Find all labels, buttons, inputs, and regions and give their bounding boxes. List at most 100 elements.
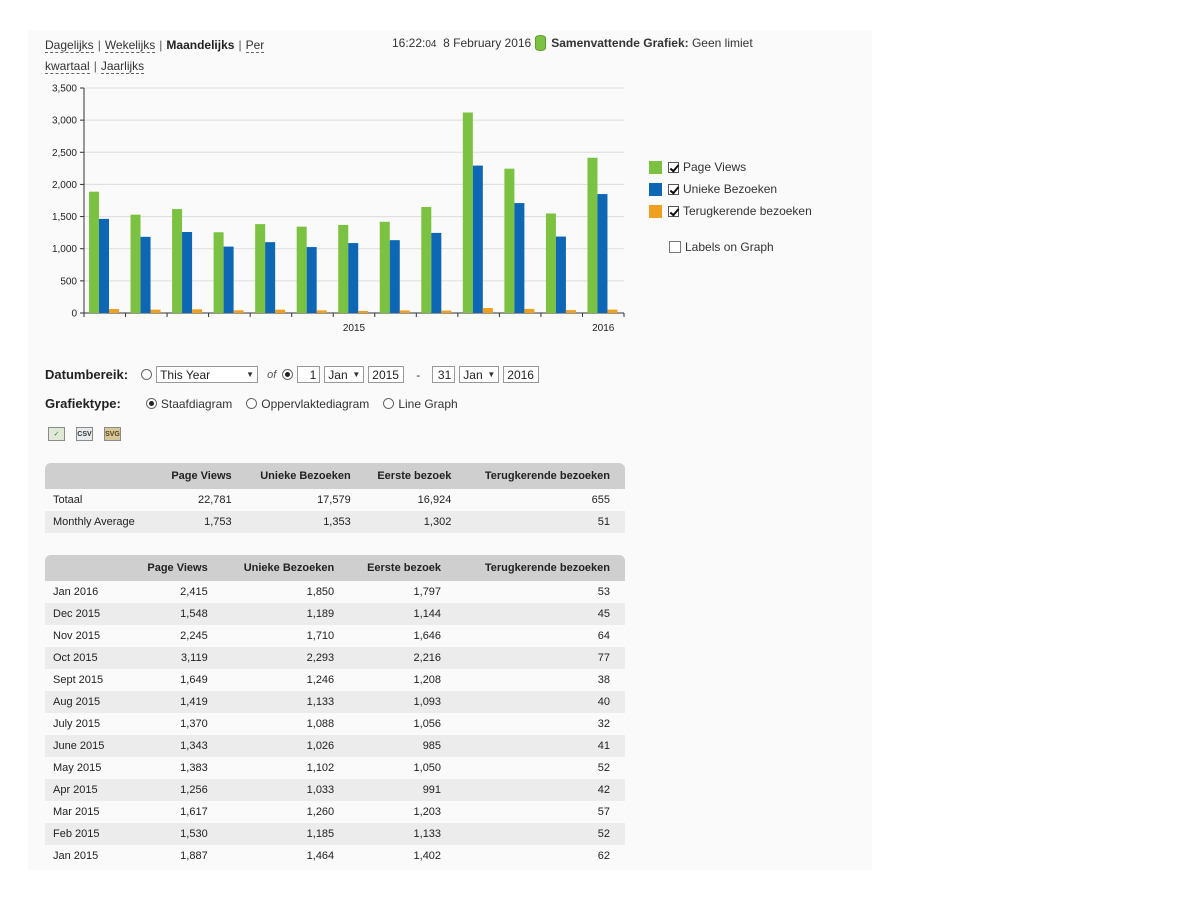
legend-item-unique-visits[interactable]: Unieke Bezoeken [649, 178, 812, 200]
preset-range-select[interactable]: This Year ▼ [156, 366, 259, 383]
table-cell: 57 [449, 801, 625, 823]
bar-unique-visits [140, 236, 151, 313]
column-header: Eerste bezoek [342, 555, 450, 581]
y-tick-label: 0 [71, 309, 77, 320]
graph-type-area-option[interactable]: Oppervlaktediagram [246, 397, 369, 411]
bar-page-views [504, 168, 515, 313]
table-cell: 38 [449, 669, 625, 691]
bar-page-views [379, 221, 390, 313]
bar-returning-visits [524, 308, 535, 313]
table-cell: 1,133 [215, 691, 343, 713]
y-tick-label: 500 [60, 276, 77, 287]
csv-export-icon[interactable]: CSV [76, 427, 93, 441]
table-cell: Totaal [45, 489, 155, 511]
table-cell: 45 [449, 603, 625, 625]
column-header: Eerste bezoek [358, 463, 460, 489]
table-cell: 1,203 [342, 801, 450, 823]
summary-table: Page Views Unieke Bezoeken Eerste bezoek Te… [45, 463, 625, 533]
legend-checkbox-unique-visits[interactable] [668, 183, 679, 195]
graph-type-label: Grafiektype: [45, 396, 121, 411]
labels-on-graph-toggle[interactable]: Labels on Graph [669, 240, 774, 254]
table-cell: 40 [449, 691, 625, 713]
legend-item-page-views[interactable]: Page Views [649, 156, 812, 178]
preset-range-radio[interactable] [141, 369, 153, 380]
chart-legend: Page Views Unieke Bezoeken Terugkerende … [649, 156, 812, 222]
table-cell: 1,088 [215, 713, 343, 735]
period-quarterly-link[interactable]: Per kwartaal [45, 38, 265, 74]
table-cell: 2,415 [125, 581, 216, 603]
graph-type-line-radio[interactable] [383, 398, 395, 409]
to-day-input[interactable]: 31 [432, 366, 456, 383]
column-header [45, 463, 155, 489]
period-weekly-link[interactable]: Wekelijks [104, 38, 156, 53]
legend-item-returning-visits[interactable]: Terugkerende bezoeken [649, 200, 812, 222]
clock-summary: 16:22:04 8 February 2016 Samenvattende Gr… [392, 35, 753, 53]
table-cell: 62 [449, 845, 625, 867]
legend-label-returning-visits: Terugkerende bezoeken [683, 204, 812, 218]
y-tick-label: 2,000 [52, 180, 77, 191]
table-cell: 1,256 [125, 779, 216, 801]
from-year-input[interactable]: 2015 [368, 366, 405, 383]
period-daily-link[interactable]: Dagelijks [45, 38, 94, 53]
table-cell: Monthly Average [45, 511, 155, 533]
bar-returning-visits [441, 310, 452, 313]
graph-type-line-option[interactable]: Line Graph [383, 397, 458, 411]
summary-graph-label: Samenvattende Grafiek: [551, 36, 689, 50]
graph-type-area-label: Oppervlaktediagram [261, 396, 370, 411]
graph-type-area-radio[interactable] [246, 398, 258, 409]
range-dash: - [416, 367, 421, 382]
to-month-select[interactable]: Jan ▼ [459, 366, 500, 383]
bar-page-views [213, 232, 224, 313]
chevron-down-icon: ▼ [352, 370, 361, 379]
table-cell: 1,185 [215, 823, 343, 845]
legend-checkbox-page-views[interactable] [668, 161, 679, 173]
bar-unique-visits [223, 246, 234, 313]
database-icon [535, 35, 547, 51]
table-cell: Sept 2015 [45, 669, 126, 691]
column-header: Terugkerende bezoeken [449, 555, 625, 581]
bar-unique-visits [514, 203, 525, 313]
table-cell: 1,144 [342, 603, 450, 625]
column-header: Unieke Bezoeken [215, 555, 343, 581]
legend-swatch-unique-visits [649, 182, 662, 196]
legend-checkbox-returning-visits[interactable] [668, 205, 679, 217]
from-month-select[interactable]: Jan ▼ [324, 366, 365, 383]
table-cell: 1,617 [125, 801, 216, 823]
table-row: Mar 2015 1,617 1,260 1,203 57 [45, 801, 625, 823]
bar-page-views [338, 224, 349, 313]
bar-page-views [545, 213, 556, 313]
table-cell: 1,419 [125, 691, 216, 713]
to-year-input[interactable]: 2016 [503, 366, 540, 383]
table-cell: 1,026 [215, 735, 343, 757]
bar-returning-visits [192, 309, 203, 313]
period-separator: | [238, 38, 242, 52]
labels-on-graph-checkbox[interactable] [669, 241, 681, 253]
table-cell: Oct 2015 [45, 647, 126, 669]
period-monthly-active: Maandelijks [166, 38, 235, 52]
excel-export-icon[interactable]: ✓ [48, 427, 65, 441]
bar-unique-visits [472, 165, 483, 313]
bar-unique-visits [431, 232, 442, 313]
bar-returning-visits [109, 309, 119, 313]
table-row: Jan 2016 2,415 1,850 1,797 53 [45, 581, 625, 603]
y-tick-label: 3,000 [52, 116, 77, 127]
y-tick-label: 2,500 [52, 148, 77, 159]
bar-page-views [172, 209, 183, 313]
bar-returning-visits [565, 310, 576, 313]
table-cell: 1,646 [342, 625, 450, 647]
period-yearly-link[interactable]: Jaarlijks [100, 59, 145, 74]
svg-export-icon[interactable]: SVG [104, 427, 121, 441]
y-tick-label: 1,000 [52, 244, 77, 255]
custom-range-radio[interactable] [282, 369, 294, 380]
bar-returning-visits [150, 309, 161, 313]
table-cell: 51 [459, 511, 625, 533]
table-cell: 1,797 [342, 581, 450, 603]
graph-type-bar-radio[interactable] [145, 398, 157, 409]
table-cell: 1,464 [215, 845, 343, 867]
export-icons: ✓ CSV SVG [48, 427, 121, 441]
from-day-input[interactable]: 1 [297, 366, 321, 383]
graph-type-bar-option[interactable]: Staafdiagram [145, 397, 232, 411]
table-cell: 53 [449, 581, 625, 603]
table-cell: 1,383 [125, 757, 216, 779]
table-cell: 2,245 [125, 625, 216, 647]
